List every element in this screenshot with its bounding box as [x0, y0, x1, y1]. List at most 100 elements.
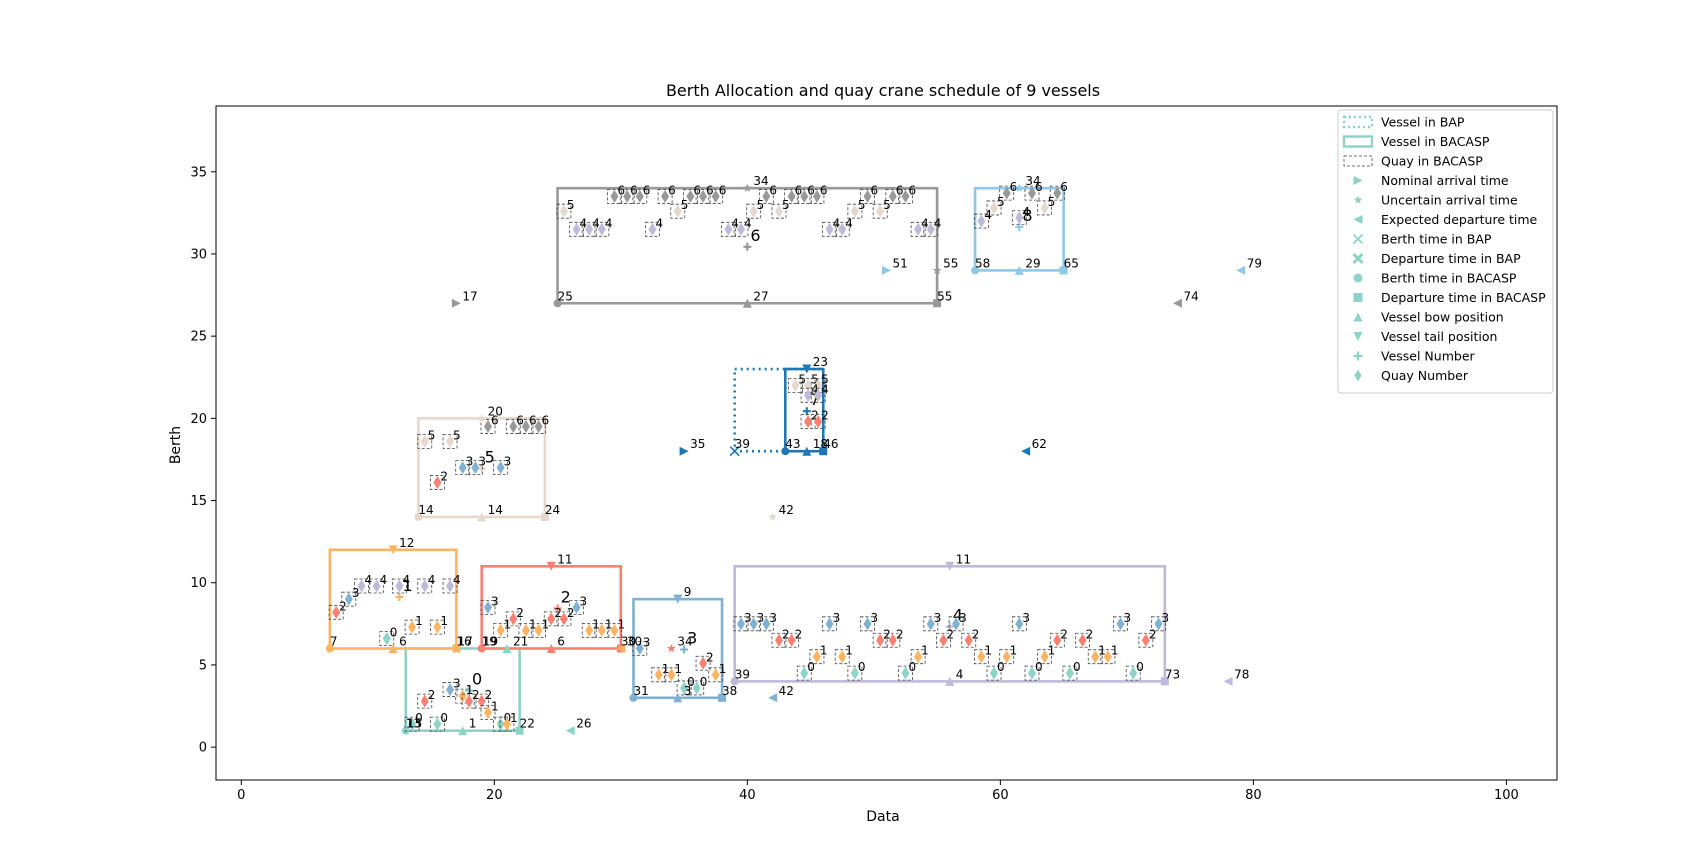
- quay-label: 6: [693, 183, 701, 197]
- quay-label: 5: [567, 198, 575, 212]
- quay-box: [860, 189, 875, 204]
- quay-label: 4: [380, 573, 388, 587]
- berth-time-marker: [971, 266, 980, 275]
- departure-time-marker: [933, 299, 942, 308]
- quay-box: [923, 616, 939, 632]
- bow-marker-label: 21: [513, 634, 528, 648]
- quay-label: 4: [744, 216, 752, 230]
- quay-box: [872, 632, 888, 648]
- quay-box: [788, 378, 803, 393]
- tail-marker-label: 11: [956, 552, 971, 566]
- quay-marker: [804, 388, 813, 402]
- quay-box: [404, 619, 420, 635]
- quay-marker: [610, 189, 619, 203]
- quay-marker: [876, 204, 885, 218]
- vessel-bap-box: [733, 367, 825, 453]
- departure-time-marker: [718, 693, 727, 702]
- quay-label: 2: [795, 627, 803, 641]
- quay-marker: [372, 579, 381, 593]
- quay-box: [834, 221, 850, 237]
- quay-label: 3: [871, 611, 879, 625]
- arrival-marker: [451, 298, 461, 308]
- quay-marker: [977, 214, 986, 228]
- quay-label: 6: [1035, 180, 1043, 194]
- quay-marker: [812, 650, 821, 664]
- quay-marker: [977, 650, 986, 664]
- quay-label: 0: [700, 675, 708, 689]
- quay-label: 1: [921, 644, 929, 658]
- quay-label: 4: [1022, 205, 1030, 219]
- quay-box: [1024, 665, 1040, 681]
- legend-swatch: [1352, 252, 1364, 265]
- quay-box: [392, 578, 407, 594]
- quay-label: 1: [415, 614, 423, 628]
- quay-marker: [1053, 633, 1062, 647]
- quay-box: [607, 189, 622, 204]
- quay-marker: [749, 204, 758, 218]
- quay-label: 1: [504, 617, 512, 631]
- quay-box: [923, 221, 939, 237]
- quay-marker: [800, 189, 809, 203]
- y-tick-label: 15: [190, 494, 207, 509]
- quay-marker: [597, 623, 606, 637]
- quay-label: 4: [845, 216, 853, 230]
- quay-box: [429, 619, 445, 635]
- time-label: 7: [330, 634, 338, 648]
- quay-box: [746, 203, 762, 219]
- departure-marker: [565, 726, 575, 736]
- quay-marker: [534, 623, 543, 637]
- time-label: 14: [418, 503, 433, 517]
- quay-box: [834, 649, 850, 665]
- quay-label: 2: [1086, 627, 1094, 641]
- quay-box: [480, 419, 496, 434]
- quay-marker: [1091, 650, 1100, 664]
- vessel-number-label: 3: [687, 629, 697, 648]
- legend-swatch: [1353, 195, 1363, 204]
- quay-marker: [446, 434, 455, 448]
- quay-label: 2: [1149, 627, 1157, 641]
- quay-label: 3: [1022, 611, 1030, 625]
- tail-marker-label: 9: [684, 585, 692, 599]
- quay-label: 0: [807, 660, 815, 674]
- quay-box: [1151, 616, 1166, 632]
- quay-box: [480, 705, 496, 720]
- quay-label: 4: [605, 216, 613, 230]
- quay-label: 5: [757, 198, 765, 212]
- quay-marker: [420, 579, 429, 593]
- quay-marker: [667, 668, 676, 682]
- quay-marker: [863, 189, 872, 203]
- time-label: 73: [1165, 667, 1180, 681]
- quay-label: 6: [542, 414, 550, 428]
- quay-box: [784, 632, 800, 648]
- quay-label: 1: [510, 711, 518, 725]
- quay-label: 1: [618, 617, 626, 631]
- vessel-number-marker: [680, 645, 689, 654]
- tail-marker-label: 11: [557, 552, 572, 566]
- tail-marker-label: 12: [399, 536, 414, 550]
- quay-box: [354, 578, 369, 594]
- quay-marker: [774, 633, 783, 647]
- quay-marker: [635, 641, 644, 655]
- quay-marker: [680, 681, 689, 695]
- quay-box: [1049, 185, 1065, 201]
- vessel-box: [404, 647, 521, 732]
- quay-label: 3: [934, 611, 942, 625]
- quay-marker: [559, 204, 568, 218]
- quay-marker: [888, 189, 897, 203]
- quay-marker: [814, 415, 823, 429]
- quay-label: 2: [972, 627, 980, 641]
- legend-swatch: [1353, 273, 1363, 283]
- time-label: 38: [722, 684, 737, 698]
- quay-marker: [502, 717, 511, 731]
- quay-box: [442, 578, 458, 594]
- bow-marker-label: 18: [813, 437, 828, 451]
- quay-marker: [496, 717, 505, 731]
- quay-marker: [791, 378, 800, 392]
- quay-box: [708, 189, 724, 204]
- bow-marker-label: 29: [1025, 256, 1040, 270]
- quay-box: [493, 460, 509, 476]
- tail-marker: [802, 364, 812, 374]
- quay-label: 2: [883, 627, 891, 641]
- quay-marker: [661, 189, 670, 203]
- time-label: 31: [633, 684, 648, 698]
